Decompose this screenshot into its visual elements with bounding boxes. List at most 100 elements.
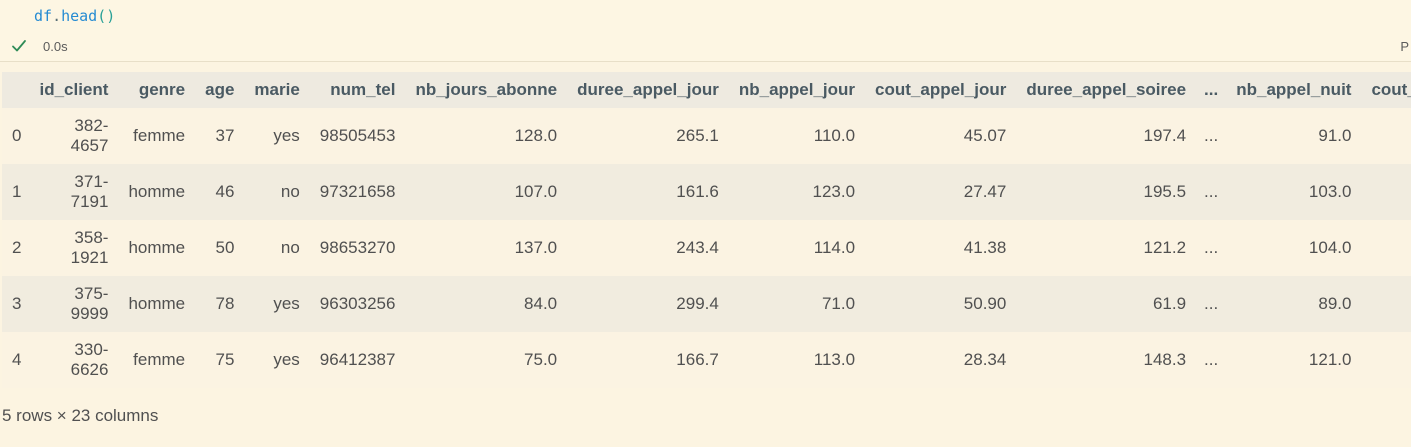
column-header: id_client <box>39 80 109 99</box>
cell-cout-appel-jour: 45.07 <box>963 126 1007 145</box>
cell-truncated <box>1361 332 1411 388</box>
cell-id-client: 358- 1921 <box>70 228 109 267</box>
checkmark-icon <box>12 40 26 52</box>
cell-nb-appel-jour: 71.0 <box>821 294 856 313</box>
cell-num-tel: 96303256 <box>319 294 396 313</box>
cell-id-client: 382- 4657 <box>70 116 109 155</box>
cell-ellipsis: ... <box>1204 182 1219 201</box>
cell-ellipsis: ... <box>1204 294 1219 313</box>
cell-marie: no <box>280 182 300 201</box>
code-object: df <box>34 7 53 25</box>
cell-nb-jours-abonne: 75.0 <box>524 350 558 369</box>
cell-nb-appel-nuit: 104.0 <box>1308 238 1352 257</box>
cell-genre: homme <box>128 294 186 313</box>
cell-id-client: 330- 6626 <box>70 340 109 379</box>
column-header: duree_appel_soiree <box>1026 80 1187 99</box>
row-index: 2 <box>12 238 22 257</box>
cell-nb-appel-jour: 110.0 <box>813 126 856 145</box>
cell-ellipsis: ... <box>1204 238 1219 257</box>
cell-age: 50 <box>215 238 235 257</box>
cell-ellipsis: ... <box>1204 350 1219 369</box>
column-header: nb_appel_jour <box>738 80 856 99</box>
code-function: head <box>61 7 98 25</box>
cell-nb-jours-abonne: 107.0 <box>514 182 558 201</box>
cell-nb-jours-abonne: 84.0 <box>524 294 558 313</box>
cell-duree-appel-jour: 265.1 <box>676 126 719 145</box>
cell-cout-appel-jour: 27.47 <box>963 182 1007 201</box>
cell-genre: femme <box>133 350 186 369</box>
cell-num-tel: 98505453 <box>319 126 396 145</box>
column-header: genre <box>138 80 186 99</box>
cell-duree-appel-jour: 166.7 <box>676 350 719 369</box>
cell-ellipsis: ... <box>1204 126 1219 145</box>
cell-marie: no <box>280 238 300 257</box>
cell-age: 46 <box>215 182 235 201</box>
cell-status-bar <box>0 34 1411 62</box>
index-header <box>2 72 29 108</box>
column-header-ellipsis: ... <box>1204 80 1219 99</box>
cell-num-tel: 97321658 <box>319 182 396 201</box>
execution-time: 0.0s <box>43 39 68 54</box>
cell-duree-appel-jour: 299.4 <box>676 294 719 313</box>
table-row: 1 371- 7191 homme 46 no 97321658 107.0 16… <box>2 164 1411 220</box>
table-row: 2 358- 1921 homme 50 no 98653270 137.0 24… <box>2 220 1411 276</box>
cell-id-client: 371- 7191 <box>70 172 109 211</box>
cell-nb-appel-jour: 123.0 <box>812 182 856 201</box>
cell-marie: yes <box>273 294 300 313</box>
column-header: age <box>205 80 235 99</box>
column-header: num_tel <box>330 80 396 99</box>
cell-duree-appel-jour: 243.4 <box>676 238 719 257</box>
cell-marie: yes <box>273 350 300 369</box>
cell-nb-appel-nuit: 121.0 <box>1308 350 1352 369</box>
cell-nb-jours-abonne: 128.0 <box>514 126 558 145</box>
cell-cout-appel-jour: 50.90 <box>963 294 1007 313</box>
column-header: duree_appel_jour <box>577 80 719 99</box>
code-cell-input[interactable]: df.head() <box>0 0 1411 34</box>
cell-duree-appel-soiree: 121.2 <box>1143 238 1187 257</box>
cell-age: 75 <box>215 350 235 369</box>
cell-num-tel: 96412387 <box>319 350 396 369</box>
cell-nb-appel-nuit: 89.0 <box>1318 294 1352 313</box>
dataframe-table: id_client genre age marie num_tel nb_jou… <box>2 72 1411 388</box>
cell-truncated <box>1361 108 1411 164</box>
row-index: 1 <box>12 182 22 201</box>
cell-cout-appel-jour: 28.34 <box>963 350 1007 369</box>
cell-nb-jours-abonne: 137.0 <box>514 238 558 257</box>
row-index: 3 <box>12 294 22 313</box>
table-summary: 5 rows × 23 columns <box>2 406 159 425</box>
table-row: 3 375- 9999 homme 78 yes 96303256 84.0 29… <box>2 276 1411 332</box>
column-header: nb_jours_abonne <box>415 80 558 99</box>
cell-nb-appel-jour: 114.0 <box>813 238 856 257</box>
row-index: 4 <box>12 350 22 369</box>
cell-age: 37 <box>215 126 235 145</box>
cell-duree-appel-jour: 161.6 <box>676 182 719 201</box>
cell-genre: homme <box>128 182 186 201</box>
cell-duree-appel-soiree: 148.3 <box>1143 350 1187 369</box>
column-header: cout_appel_jour <box>875 80 1007 99</box>
table-row: 4 330- 6626 femme 75 yes 96412387 75.0 16… <box>2 332 1411 388</box>
table-header-row: id_client genre age marie num_tel nb_jou… <box>2 72 1411 108</box>
cell-nb-appel-nuit: 91.0 <box>1318 126 1352 145</box>
row-index: 0 <box>12 126 22 145</box>
column-header: nb_appel_nuit <box>1236 80 1352 99</box>
cell-genre: homme <box>128 238 186 257</box>
cell-age: 78 <box>215 294 235 313</box>
cell-truncated <box>1361 164 1411 220</box>
cell-duree-appel-soiree: 195.5 <box>1143 182 1187 201</box>
code-dot: . <box>52 7 62 25</box>
code-parens: () <box>97 7 116 25</box>
cell-output: id_client genre age marie num_tel nb_jou… <box>0 62 1411 447</box>
cell-marie: yes <box>273 126 300 145</box>
cell-duree-appel-soiree: 61.9 <box>1152 294 1187 313</box>
cell-truncated <box>1361 276 1411 332</box>
column-header: marie <box>254 80 300 99</box>
column-header: cout_ <box>1371 80 1411 99</box>
cell-num-tel: 98653270 <box>319 238 396 257</box>
cell-nb-appel-nuit: 103.0 <box>1308 182 1352 201</box>
cell-duree-appel-soiree: 197.4 <box>1143 126 1187 145</box>
code-line[interactable]: df.head() <box>34 7 115 25</box>
cell-cout-appel-jour: 41.38 <box>963 238 1007 257</box>
cell-truncated <box>1361 220 1411 276</box>
cell-id-client: 375- 9999 <box>70 284 109 323</box>
edge-label: P <box>1400 39 1409 54</box>
